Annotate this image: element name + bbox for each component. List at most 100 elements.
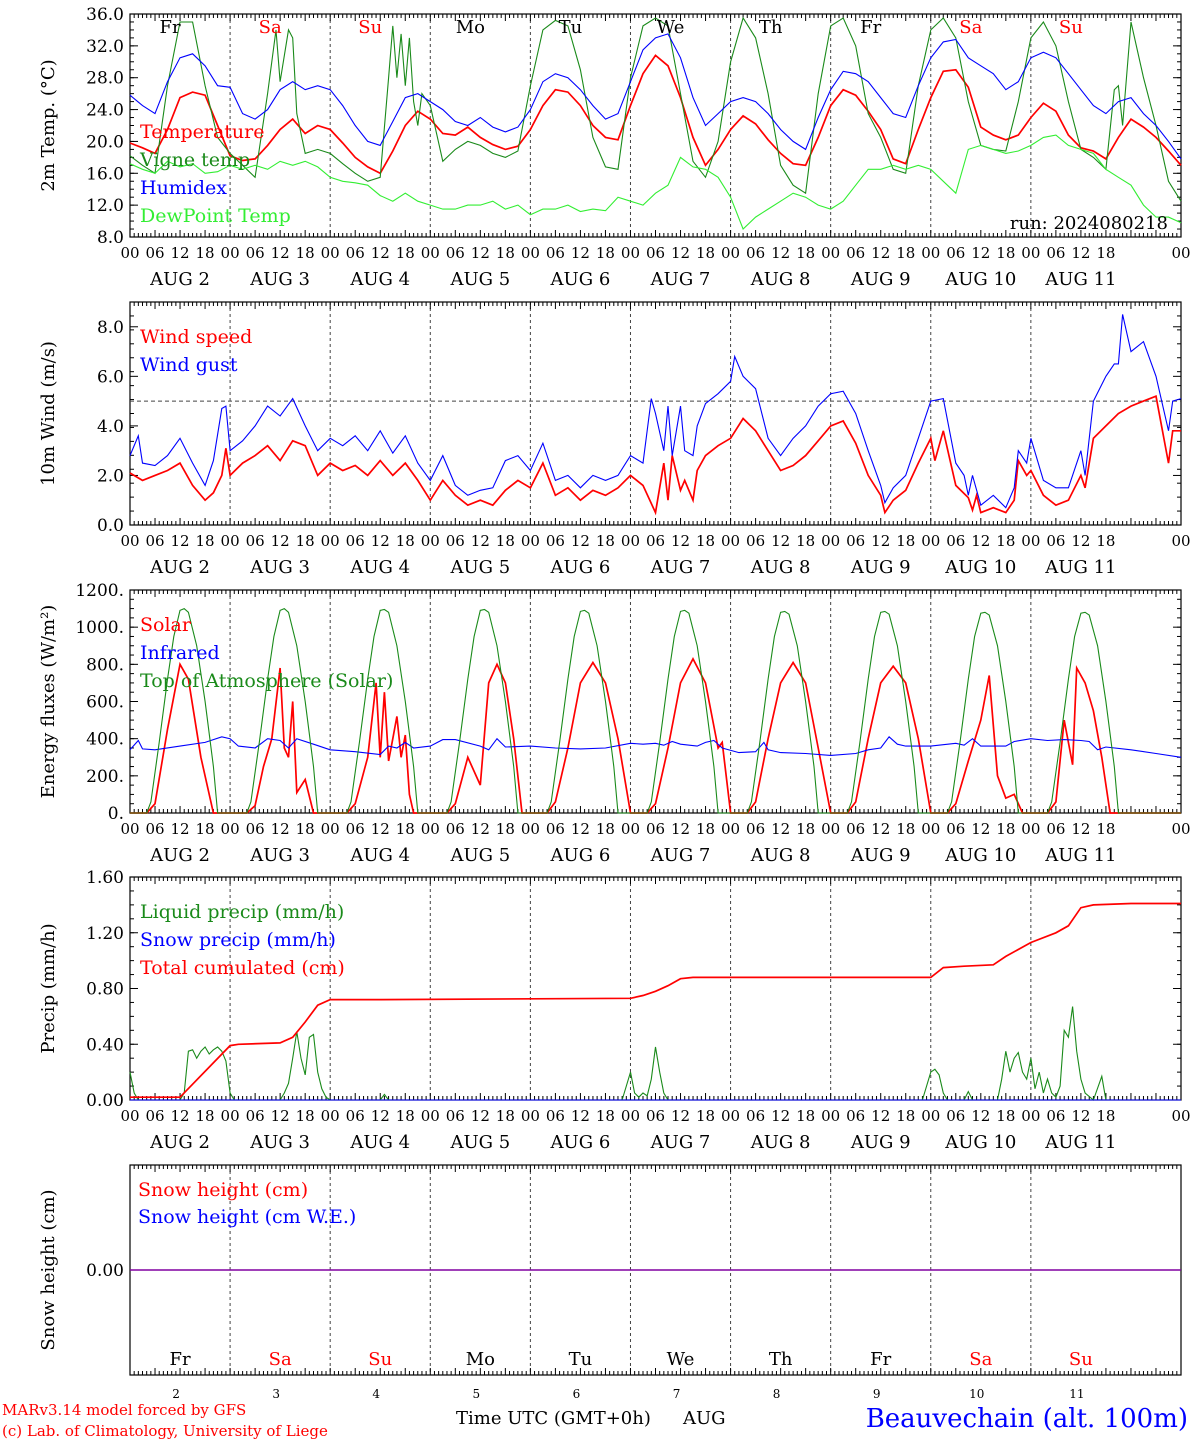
y-tick-label: 28.0 [86, 69, 124, 89]
date-label: AUG 8 [750, 557, 811, 578]
series-line-humidex [129, 33, 1182, 160]
date-number: 3 [272, 1387, 280, 1401]
hour-tick-label: 12 [771, 532, 790, 550]
hour-tick-label: 00 [321, 532, 340, 550]
hour-tick-label: 00 [1021, 532, 1040, 550]
hour-tick-label: 18 [496, 1107, 515, 1125]
run-label: run: 2024080218 [1010, 213, 1168, 234]
hour-tick-label: 06 [246, 1107, 265, 1125]
hour-tick-label: 00 [1021, 1107, 1040, 1125]
hour-tick-label: 06 [346, 820, 365, 838]
hour-tick-label: 18 [296, 1107, 315, 1125]
hour-tick-label: 00 [421, 820, 440, 838]
hour-tick-label: 00 [621, 244, 640, 262]
hour-tick-label: 18 [796, 532, 815, 550]
hour-tick-label: 12 [1071, 820, 1090, 838]
y-tick-label: 0.00 [86, 1091, 124, 1111]
date-label: AUG 5 [449, 557, 510, 578]
hour-tick-label: 00 [1171, 244, 1190, 262]
y-tick-label: 8.0 [97, 228, 124, 248]
hour-tick-label: 12 [271, 532, 290, 550]
station-name: Beauvechain (alt. 100m) [866, 1404, 1188, 1434]
x-axis-label: Time UTC (GMT+0h) [456, 1408, 651, 1429]
hour-tick-label: 00 [120, 820, 139, 838]
hour-tick-label: 00 [521, 820, 540, 838]
panel-4: 0.00 0.40 0.80 1.20 1.60 Precip (mm/h) Liquid … [38, 868, 1191, 1153]
y-tick-label: 2.0 [97, 466, 124, 486]
hour-tick-label: 00 [321, 1107, 340, 1125]
series-line-infrared [129, 735, 1182, 758]
hour-tick-label: 00 [221, 532, 240, 550]
hour-tick-label: 06 [546, 244, 565, 262]
hour-tick-label: 00 [120, 1107, 139, 1125]
hour-tick-label: 18 [696, 532, 715, 550]
date-label: AUG 9 [850, 557, 911, 578]
y-axis-label: 2m Temp. (°C) [38, 59, 59, 191]
panel-5: 0.00 Snow height (cm) Snow height (cm) Snow… [38, 1164, 1182, 1401]
hour-tick-label: 06 [145, 244, 164, 262]
hour-tick-label: 18 [296, 532, 315, 550]
y-tick-label: 0.40 [86, 1035, 124, 1055]
hour-tick-label: 00 [921, 532, 940, 550]
y-axis-label: 10m Wind (m/s) [38, 341, 59, 486]
hour-tick-label: 00 [721, 532, 740, 550]
hour-tick-label: 12 [471, 244, 490, 262]
hour-tick-label: 12 [171, 532, 190, 550]
hour-tick-label: 00 [1171, 532, 1190, 550]
legend-entry: Infrared [140, 642, 220, 664]
series-line-total-cumulated-cm- [130, 902, 1181, 1099]
hour-tick-label: 00 [421, 244, 440, 262]
legend-entry: Liquid precip (mm/h) [140, 901, 344, 923]
hour-tick-label: 06 [646, 244, 665, 262]
hour-tick-label: 12 [471, 532, 490, 550]
hour-tick-label: 00 [120, 244, 139, 262]
hour-tick-label: 06 [946, 244, 965, 262]
date-number: 9 [873, 1387, 881, 1401]
hour-tick-label: 06 [946, 1107, 965, 1125]
date-number: 6 [573, 1387, 581, 1401]
hour-tick-label: 06 [1046, 1107, 1065, 1125]
weekday-label: Su [1069, 1349, 1093, 1370]
y-tick-label: 16.0 [86, 164, 124, 184]
hour-tick-label: 06 [446, 532, 465, 550]
hour-tick-label: 06 [746, 820, 765, 838]
hour-tick-label: 18 [796, 244, 815, 262]
legend-entry: Wind gust [140, 354, 238, 376]
hour-tick-label: 12 [871, 820, 890, 838]
date-label: AUG 11 [1044, 557, 1116, 578]
date-label: AUG 11 [1044, 1132, 1116, 1153]
y-tick-label: 24.0 [86, 101, 124, 121]
panel-2: 0.0 2.0 4.0 6.0 8.0 10m Wind (m/s) Wind speed W… [38, 301, 1191, 578]
legend-entry: Total cumulated (cm) [140, 957, 345, 979]
date-label: AUG 6 [550, 845, 611, 866]
hour-tick-label: 06 [946, 532, 965, 550]
hour-tick-label: 18 [596, 1107, 615, 1125]
weekday-label: Sa [259, 17, 282, 38]
weekday-label: Mo [456, 17, 485, 38]
hour-tick-label: 12 [571, 532, 590, 550]
weekday-label: Sa [269, 1349, 292, 1370]
date-label: AUG 8 [750, 845, 811, 866]
date-label: AUG 6 [550, 269, 611, 290]
legend-entry: Snow height (cm) [138, 1179, 308, 1201]
hour-tick-label: 00 [721, 1107, 740, 1125]
weekday-label: Tu [559, 17, 583, 38]
y-tick-label: 20.0 [86, 132, 124, 152]
hour-tick-label: 06 [846, 244, 865, 262]
date-label: AUG 10 [944, 269, 1016, 290]
date-label: AUG 2 [149, 557, 210, 578]
legend-entry: Snow precip (mm/h) [140, 929, 336, 951]
credit-line-1: MARv3.14 model forced by GFS [2, 1401, 246, 1419]
legend-entry: Solar [140, 614, 192, 636]
series-line-top-of-atmosphere-solar- [130, 607, 1181, 814]
y-tick-label: 12.0 [86, 196, 124, 216]
x-axis-month: AUG [682, 1408, 726, 1429]
plot-frame [129, 13, 1182, 238]
hour-tick-label: 06 [246, 532, 265, 550]
hour-tick-label: 12 [971, 244, 990, 262]
weekday-label: We [657, 17, 685, 38]
weekday-label: Su [368, 1349, 392, 1370]
date-number: 4 [372, 1387, 380, 1401]
hour-tick-label: 18 [196, 244, 215, 262]
hour-tick-label: 00 [521, 532, 540, 550]
